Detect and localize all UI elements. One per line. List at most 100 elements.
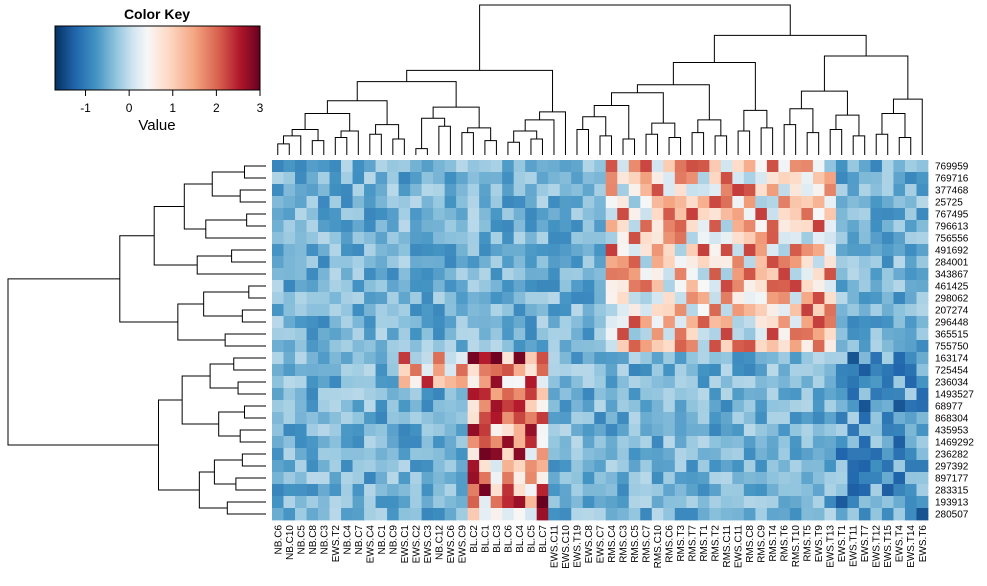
- heatmap-cell: [617, 280, 630, 293]
- heatmap-cell: [674, 424, 687, 437]
- heatmap-cell: [559, 196, 572, 209]
- heatmap-cell: [467, 292, 480, 305]
- heatmap-cell: [490, 340, 503, 353]
- heatmap-cell: [502, 376, 515, 389]
- heatmap-cell: [536, 184, 549, 197]
- color-key-tick-label: 0: [126, 101, 133, 115]
- heatmap-cell: [318, 376, 330, 389]
- heatmap-cell: [364, 400, 376, 413]
- heatmap-cell: [674, 376, 687, 389]
- heatmap-cell: [628, 340, 641, 353]
- heatmap-cell: [318, 316, 330, 329]
- heatmap-cell: [295, 436, 307, 449]
- heatmap-cell: [720, 256, 733, 269]
- heatmap-cell: [571, 376, 584, 389]
- heatmap-cell: [766, 232, 779, 245]
- heatmap-cell: [467, 484, 480, 497]
- heatmap-cell: [812, 292, 825, 305]
- heatmap-cell: [295, 232, 307, 245]
- heatmap-cell: [352, 484, 365, 497]
- heatmap-cell: [732, 196, 745, 209]
- heatmap-cell: [697, 352, 710, 365]
- heatmap-cell: [329, 364, 342, 377]
- heatmap-cell: [766, 424, 779, 437]
- heatmap-cell: [686, 184, 699, 197]
- heatmap-cell: [881, 292, 894, 305]
- heatmap-cell: [467, 196, 480, 209]
- heatmap-cell: [594, 292, 607, 305]
- heatmap-cell: [755, 484, 768, 497]
- heatmap-cell: [318, 364, 330, 377]
- heatmap-cell: [479, 376, 492, 389]
- heatmap-cell: [847, 304, 860, 317]
- heatmap-cell: [732, 292, 745, 305]
- heatmap-cell: [387, 172, 399, 185]
- heatmap-cell: [847, 460, 860, 473]
- heatmap-cell: [801, 364, 814, 377]
- heatmap-cell: [755, 340, 768, 353]
- heatmap-cell: [674, 472, 687, 485]
- heatmap-cell: [398, 508, 411, 521]
- heatmap-cell: [571, 160, 584, 173]
- heatmap-cell: [467, 400, 480, 413]
- heatmap-cell: [329, 268, 342, 281]
- heatmap-cell: [582, 340, 595, 353]
- heatmap-cell: [628, 172, 641, 185]
- heatmap-cell: [582, 292, 595, 305]
- heatmap-cell: [766, 268, 779, 281]
- heatmap-cell: [858, 412, 871, 425]
- heatmap-cell: [663, 364, 676, 377]
- heatmap-cell: [697, 460, 710, 473]
- heatmap-cell: [617, 436, 630, 449]
- heatmap-cell: [295, 208, 307, 221]
- heatmap-cell: [306, 208, 319, 221]
- heatmap-cell: [548, 400, 561, 413]
- heatmap-cell: [502, 256, 515, 269]
- heatmap-cell: [697, 436, 710, 449]
- dendrogram-branch: [239, 189, 266, 203]
- heatmap-cell: [605, 244, 618, 257]
- heatmap-cell: [410, 172, 423, 185]
- heatmap-cell: [571, 316, 584, 329]
- heatmap-cell: [640, 460, 653, 473]
- heatmap-cell: [398, 244, 411, 257]
- heatmap-cell: [904, 208, 917, 221]
- color-key-tick-label: 3: [257, 101, 264, 115]
- heatmap-cell: [375, 232, 388, 245]
- heatmap-cell: [329, 304, 342, 317]
- heatmap-cell: [686, 340, 699, 353]
- heatmap-cell: [398, 160, 411, 173]
- heatmap-cell: [559, 304, 572, 317]
- heatmap-cell: [720, 220, 733, 233]
- heatmap-cell: [881, 244, 894, 257]
- heatmap-cell: [720, 364, 733, 377]
- heatmap-cell: [628, 460, 641, 473]
- row-label: 283315: [935, 486, 969, 497]
- heatmap-cell: [916, 316, 929, 329]
- heatmap-cell: [709, 268, 722, 281]
- heatmap-cell: [502, 472, 515, 485]
- heatmap-cell: [502, 280, 515, 293]
- heatmap-cell: [456, 232, 469, 245]
- heatmap-cell: [444, 376, 457, 389]
- heatmap-cell: [755, 472, 768, 485]
- heatmap-cell: [548, 472, 561, 485]
- heatmap-cell: [444, 460, 457, 473]
- heatmap-cell: [329, 172, 342, 185]
- heatmap-cell: [766, 160, 779, 173]
- heatmap-cell: [433, 364, 446, 377]
- heatmap-cell: [479, 268, 492, 281]
- heatmap-cell: [421, 184, 434, 197]
- heatmap-cell: [778, 508, 791, 521]
- dendrogram-branch: [241, 453, 266, 467]
- heatmap-cell: [858, 268, 871, 281]
- dendrogram-branch: [205, 219, 266, 239]
- heatmap-cell: [881, 220, 894, 233]
- dendrogram-branch: [513, 130, 538, 143]
- heatmap-cell: [835, 268, 848, 281]
- heatmap-cell: [295, 268, 307, 281]
- heatmap-cell: [824, 184, 837, 197]
- heatmap-cell: [571, 256, 584, 269]
- heatmap-cell: [881, 280, 894, 293]
- heatmap-cell: [513, 292, 526, 305]
